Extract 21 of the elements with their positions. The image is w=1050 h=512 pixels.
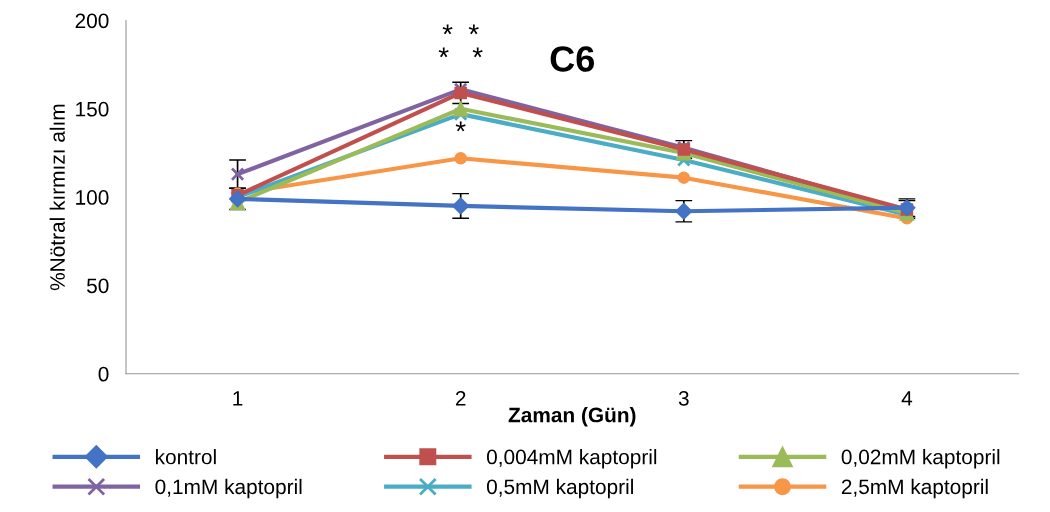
legend-label: 2,5mM kaptopril	[841, 478, 988, 499]
y-tick-label: 100	[76, 190, 109, 205]
y-tick-label: 50	[87, 278, 109, 294]
x-tick-label: 3	[678, 390, 689, 406]
x-tick-label: 2	[455, 390, 466, 406]
legend-label: 0,1mM kaptopril	[155, 478, 302, 499]
y-tick-label: 0	[98, 366, 109, 382]
annotation: * *	[438, 47, 483, 58]
legend-label: 0,5mM kaptopril	[486, 478, 633, 499]
annotation: * *	[442, 24, 479, 35]
x-tick-label: 1	[233, 391, 243, 406]
y-axis-title: %Nötral kırmızı alım	[49, 104, 65, 291]
y-tick-label: 150	[76, 101, 109, 117]
legend-label: 0,004mM kaptopril	[486, 449, 657, 469]
x-axis-title: Zaman (Gün)	[508, 407, 636, 427]
legend-label: kontrol	[156, 449, 216, 465]
text: C6	[550, 46, 595, 72]
y-tick-label: 200	[75, 13, 109, 29]
annotation: *	[455, 121, 466, 132]
legend-label: 0,02mM kaptopril	[841, 449, 1000, 469]
x-tick-label: 4	[901, 391, 913, 406]
